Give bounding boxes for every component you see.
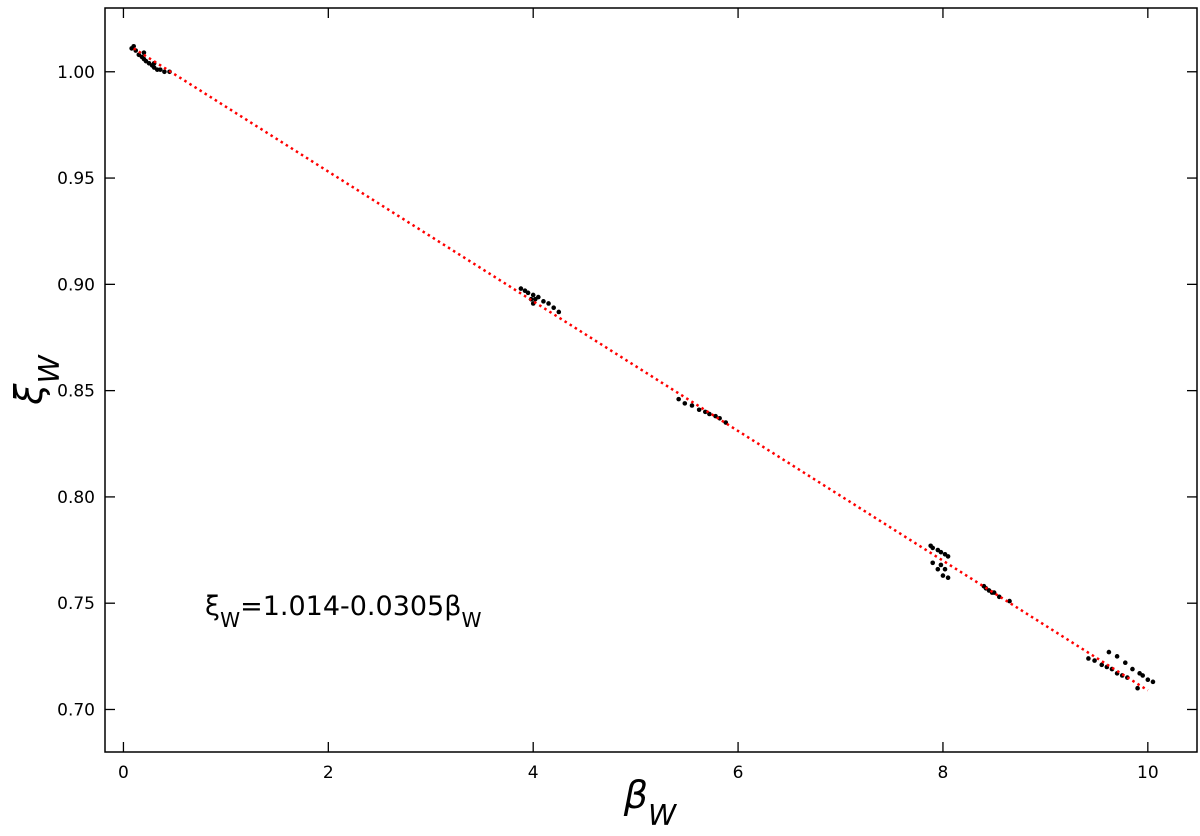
point: [530, 292, 536, 298]
y-tick-label: 0.95: [57, 169, 95, 189]
text-part: W: [648, 799, 678, 832]
point: [541, 299, 546, 304]
x-tick-label: 8: [938, 763, 949, 783]
point: [938, 549, 944, 555]
text-part: β: [444, 591, 461, 622]
y-tick-label: 0.70: [57, 700, 95, 720]
point: [1130, 666, 1135, 672]
point: [525, 290, 531, 296]
point: [991, 590, 997, 595]
point: [945, 575, 951, 580]
point: [551, 305, 556, 311]
fit-line: [133, 47, 1149, 692]
x-tick-label: 6: [733, 763, 744, 783]
point: [1135, 685, 1140, 691]
point: [935, 566, 941, 572]
point: [1145, 677, 1151, 683]
point: [1140, 673, 1146, 678]
point: [723, 420, 729, 425]
point: [1086, 656, 1091, 661]
point: [546, 301, 551, 306]
point: [1122, 660, 1128, 666]
y-axis-label: ξW: [7, 353, 66, 405]
y-tick-label: 0.85: [57, 382, 95, 402]
x-tick-label: 10: [1137, 763, 1159, 783]
point: [158, 67, 163, 72]
y-tick-label: 0.80: [57, 488, 95, 508]
annotation: ξW=1.014-0.0305βW: [205, 591, 482, 632]
point: [1114, 654, 1120, 659]
y-tick-label: 0.75: [57, 594, 95, 614]
x-tick-label: 4: [528, 763, 539, 783]
point: [945, 554, 951, 559]
point: [938, 562, 944, 568]
y-tick-label: 0.90: [57, 275, 95, 295]
point: [713, 413, 718, 419]
point: [930, 545, 936, 551]
point: [676, 396, 681, 402]
point: [518, 286, 524, 291]
point: [942, 566, 948, 572]
point: [536, 294, 541, 300]
y-tick-label: 1.00: [57, 63, 95, 83]
text-part: β: [623, 773, 648, 817]
text-part: ξ: [7, 383, 51, 406]
point: [162, 69, 167, 75]
point: [702, 409, 708, 415]
point: [696, 407, 702, 413]
x-tick-label: 2: [323, 763, 334, 783]
text-part: W: [220, 608, 240, 632]
x-axis-label: βW: [623, 773, 678, 832]
point: [1150, 679, 1156, 685]
point: [1092, 658, 1097, 663]
point: [689, 403, 695, 408]
point: [131, 43, 136, 49]
text-part: =1.014-0.0305: [240, 591, 444, 622]
point: [1106, 649, 1112, 655]
x-tick-label: 0: [118, 763, 129, 783]
text-part: W: [33, 353, 66, 383]
point: [1099, 662, 1105, 668]
point: [930, 560, 936, 566]
plot-frame: [104, 7, 1198, 753]
point: [556, 309, 562, 315]
point: [141, 50, 147, 55]
point: [1007, 598, 1012, 604]
point: [682, 401, 688, 406]
text-part: W: [461, 608, 481, 632]
text-part: ξ: [205, 591, 220, 622]
point: [940, 573, 946, 578]
